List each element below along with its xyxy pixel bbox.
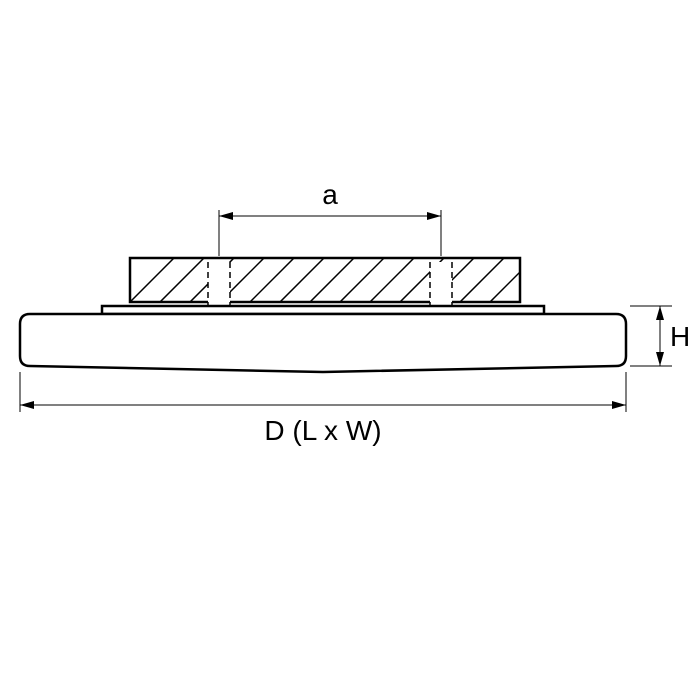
technical-diagram: a D (L x W) H <box>0 0 690 690</box>
dimension-a: a <box>219 179 441 256</box>
dimension-d-label: D (L x W) <box>264 415 381 446</box>
dimension-a-label: a <box>322 179 338 210</box>
diagram-svg: a D (L x W) H <box>0 0 690 690</box>
dimension-h-label: H <box>670 321 690 352</box>
dimension-h: H <box>630 306 690 366</box>
mounting-peg-right <box>430 262 452 312</box>
mounting-peg-left <box>208 262 230 312</box>
lamp-body <box>20 314 626 372</box>
dimension-d: D (L x W) <box>20 372 626 446</box>
